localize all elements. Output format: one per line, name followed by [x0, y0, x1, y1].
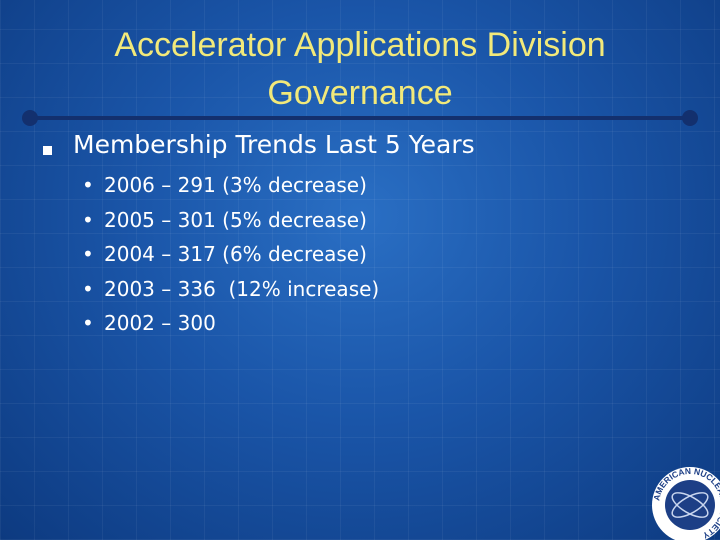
sub-bullet-marker: •	[82, 173, 94, 197]
sub-bullet-text: 2003 – 336 (12% increase)	[104, 276, 380, 301]
sub-bullet-text: 2002 – 300	[104, 311, 216, 335]
logo-orbit	[671, 492, 709, 518]
bullet-text: Membership Trends Last 5 Years	[73, 130, 475, 159]
sub-bullet-marker: •	[82, 207, 94, 232]
sub-bullet-text: 2004 – 317 (6% decrease)	[104, 242, 367, 266]
logo-core	[665, 480, 715, 530]
title-line: Governance	[267, 74, 453, 112]
sub-bullet-text: 2006 – 291 (3% decrease)	[104, 173, 367, 197]
divider-end	[682, 110, 698, 126]
sub-bullet-text: 2005 – 301 (5% decrease)	[104, 207, 367, 232]
sub-bullet-marker: •	[82, 276, 94, 301]
logo-orbit	[671, 492, 709, 518]
logo: AMERICAN NUCLEAR SOCIETY	[651, 466, 720, 540]
title-line: Accelerator Applications Division	[114, 26, 606, 64]
sub-bullet-marker: •	[82, 311, 94, 335]
sub-bullet-marker: •	[82, 242, 94, 266]
bullet-marker	[43, 146, 52, 155]
divider-end	[22, 110, 38, 126]
